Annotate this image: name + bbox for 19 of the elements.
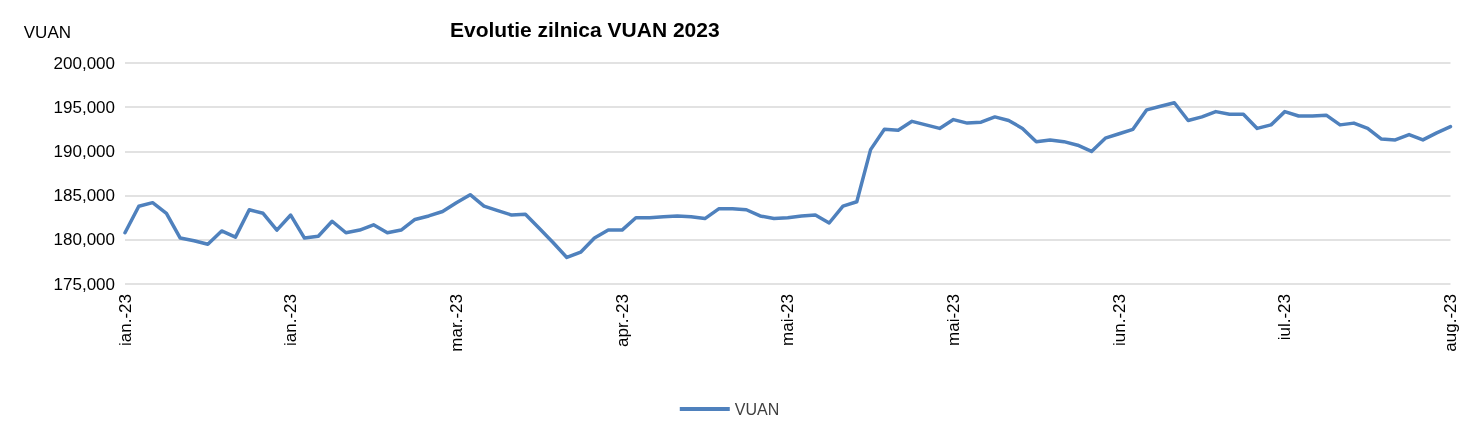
legend-label: VUAN: [734, 400, 780, 418]
y-tick-label: 190,000: [53, 141, 115, 161]
x-tick-label: ian.-23: [281, 294, 301, 346]
x-tick-label: mar.-23: [446, 294, 466, 352]
y-tick-label: 175,000: [53, 274, 115, 294]
x-tick-label: iun.-23: [1109, 294, 1129, 346]
y-tick-label: 195,000: [53, 97, 115, 117]
x-tick-label: mai-23: [943, 294, 963, 346]
x-tick-label: ian.-23: [115, 294, 135, 346]
y-tick-label: 185,000: [53, 186, 115, 206]
line-series: [123, 101, 1453, 260]
y-tick-label: 180,000: [53, 230, 115, 250]
chart-title: Evolutie zilnica VUAN 2023: [450, 18, 720, 41]
x-tick-label: aug.-23: [1441, 294, 1459, 352]
y-axis-title: VUAN: [23, 23, 71, 42]
y-tick-label: 200,000: [53, 53, 115, 73]
x-tick-label: apr.-23: [612, 294, 632, 347]
x-tick-label: iul.-23: [1275, 294, 1295, 341]
x-tick-label: mai-23: [778, 294, 798, 346]
